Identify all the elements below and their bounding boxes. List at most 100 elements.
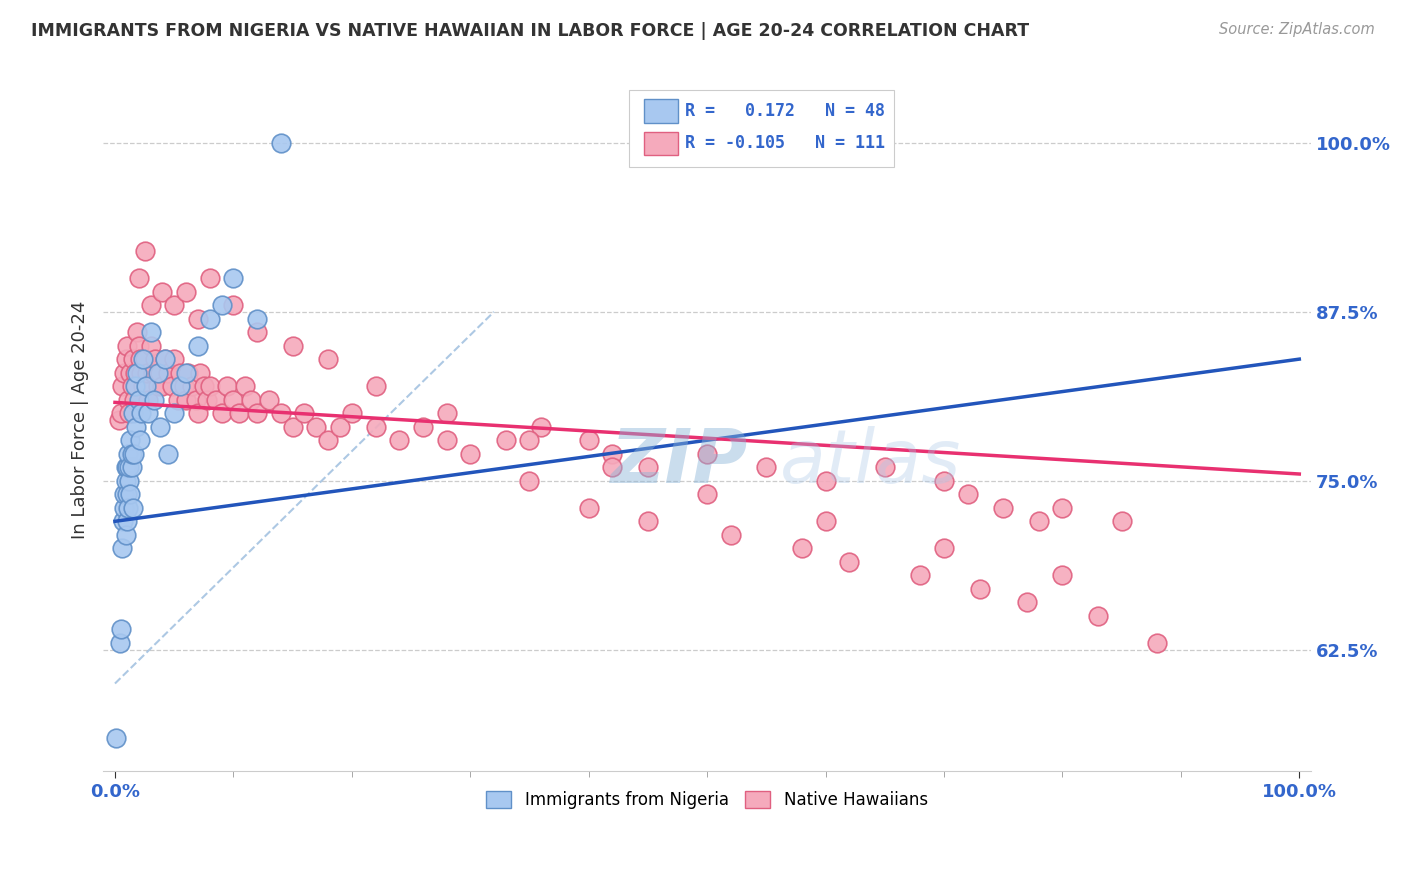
Point xyxy=(128,434,150,448)
Point xyxy=(166,392,188,407)
Point xyxy=(1087,609,1109,624)
Point xyxy=(115,514,138,528)
Point xyxy=(1052,568,1074,582)
Point xyxy=(124,379,146,393)
Point xyxy=(187,406,209,420)
Point xyxy=(105,731,128,745)
Point xyxy=(270,136,292,150)
Point xyxy=(127,325,149,339)
Point xyxy=(125,379,148,393)
Point xyxy=(134,244,156,258)
Point xyxy=(193,379,215,393)
Point xyxy=(115,338,138,352)
Point xyxy=(1028,514,1050,528)
Point xyxy=(135,379,157,393)
Point xyxy=(174,366,197,380)
Point xyxy=(120,366,142,380)
Point xyxy=(122,447,145,461)
Point xyxy=(121,460,143,475)
Point xyxy=(294,406,316,420)
Point xyxy=(932,541,955,556)
Point xyxy=(188,366,211,380)
Point xyxy=(163,406,186,420)
Point xyxy=(114,352,136,367)
Point xyxy=(120,487,142,501)
Point xyxy=(530,419,553,434)
Point xyxy=(177,366,200,380)
Point xyxy=(222,271,245,285)
Point xyxy=(121,352,143,367)
Point xyxy=(956,487,979,501)
Point xyxy=(305,419,328,434)
Point xyxy=(217,379,239,393)
Point xyxy=(136,366,159,380)
Point xyxy=(246,325,269,339)
Point xyxy=(316,434,339,448)
Point xyxy=(150,285,173,299)
Point xyxy=(169,379,191,393)
Point xyxy=(814,474,837,488)
Point xyxy=(814,514,837,528)
Point xyxy=(993,500,1015,515)
Point xyxy=(187,338,209,352)
Point xyxy=(790,541,813,556)
Point xyxy=(316,352,339,367)
Point xyxy=(121,379,143,393)
Point xyxy=(720,528,742,542)
Point xyxy=(163,352,186,367)
Point xyxy=(139,298,162,312)
Point xyxy=(184,392,207,407)
Point xyxy=(111,541,134,556)
Point xyxy=(134,352,156,367)
Point xyxy=(246,311,269,326)
Point xyxy=(108,636,131,650)
Point xyxy=(107,413,129,427)
Point xyxy=(211,406,233,420)
FancyBboxPatch shape xyxy=(644,132,678,155)
Point xyxy=(139,338,162,352)
Point xyxy=(1052,500,1074,515)
Point xyxy=(281,338,304,352)
Point xyxy=(696,487,718,501)
Point xyxy=(121,406,143,420)
Point xyxy=(637,460,659,475)
Point xyxy=(146,366,169,380)
Point xyxy=(132,379,155,393)
Point xyxy=(228,406,250,420)
Point xyxy=(873,460,896,475)
Point xyxy=(329,419,352,434)
Point xyxy=(174,285,197,299)
Point xyxy=(436,434,458,448)
Point xyxy=(121,500,143,515)
Point xyxy=(129,406,152,420)
Point xyxy=(118,406,141,420)
Point xyxy=(128,271,150,285)
Point xyxy=(160,379,183,393)
Point xyxy=(281,419,304,434)
Point xyxy=(436,406,458,420)
Point xyxy=(122,392,145,407)
Point xyxy=(157,447,180,461)
Point xyxy=(114,500,136,515)
Point xyxy=(696,447,718,461)
Point xyxy=(233,379,256,393)
Point xyxy=(578,500,600,515)
Point xyxy=(153,352,176,367)
Point xyxy=(117,500,139,515)
Point xyxy=(110,406,132,420)
Point xyxy=(111,379,134,393)
Point xyxy=(1111,514,1133,528)
FancyBboxPatch shape xyxy=(644,99,678,122)
Point xyxy=(364,379,387,393)
Point xyxy=(124,366,146,380)
Point xyxy=(142,366,165,380)
Point xyxy=(153,352,176,367)
Point xyxy=(495,434,517,448)
Point xyxy=(125,419,148,434)
Text: Source: ZipAtlas.com: Source: ZipAtlas.com xyxy=(1219,22,1375,37)
Point xyxy=(174,392,197,407)
Point xyxy=(211,298,233,312)
Point xyxy=(364,419,387,434)
Text: ZIP: ZIP xyxy=(610,425,748,499)
Point xyxy=(149,366,172,380)
